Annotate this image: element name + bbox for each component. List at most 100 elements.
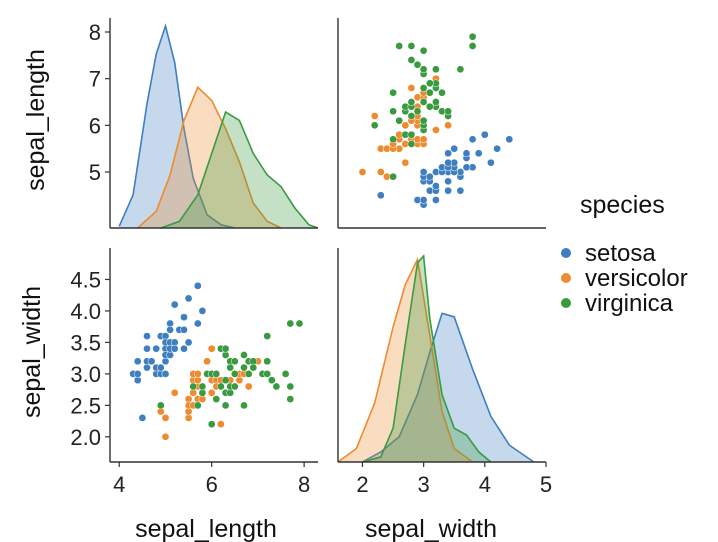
point-virginica (156, 401, 165, 410)
point-versicolor (358, 168, 367, 176)
point-setosa (432, 196, 440, 204)
point-versicolor (432, 126, 440, 134)
point-setosa (166, 325, 174, 334)
point-setosa (432, 182, 440, 190)
y-tick-label: 3.0 (70, 362, 101, 387)
point-virginica (468, 32, 477, 41)
panel-sepal_length-vs-sepal_width (358, 32, 514, 209)
point-virginica (230, 357, 239, 366)
x-tick-label: 6 (206, 472, 218, 497)
panel-sepal_width-vs-sepal_width (337, 254, 535, 463)
y-tick-label: 7 (89, 67, 101, 92)
point-setosa (152, 344, 161, 353)
legend-label-virginica: virginica (585, 290, 674, 317)
point-virginica (407, 140, 416, 148)
kde-line-versicolor-sepal_length (137, 85, 282, 229)
y-tick-label: 4.0 (70, 299, 101, 324)
point-virginica (263, 370, 272, 378)
kde-fill-virginica-sepal_length (160, 112, 318, 228)
point-virginica (212, 370, 221, 378)
point-virginica (407, 112, 416, 120)
point-versicolor (401, 121, 410, 130)
point-versicolor (217, 420, 225, 429)
point-versicolor (401, 158, 410, 167)
point-setosa (193, 281, 202, 290)
point-virginica (407, 98, 416, 106)
x-tick-label: 5 (540, 472, 552, 497)
panel-sepal_width-vs-sepal_length (129, 281, 304, 441)
y-axis-title-sepal-width: sepal_width (18, 286, 46, 418)
point-virginica (207, 420, 216, 429)
x-tick-label: 4 (479, 472, 491, 497)
point-setosa (143, 332, 151, 340)
point-virginica (240, 351, 248, 359)
y-tick-label: 5 (89, 160, 101, 185)
point-virginica (419, 46, 428, 55)
point-versicolor (376, 168, 385, 176)
point-versicolor (419, 135, 428, 144)
y-tick-label: 4.5 (70, 267, 101, 292)
point-setosa (184, 294, 193, 303)
point-virginica (189, 382, 198, 391)
point-virginica (389, 107, 397, 116)
point-setosa (180, 313, 188, 322)
point-virginica (425, 102, 434, 111)
point-setosa (462, 149, 471, 158)
point-setosa (193, 319, 202, 328)
point-virginica (389, 88, 397, 97)
legend-marker-virginica (561, 298, 571, 308)
panel-sepal_length-vs-sepal_length (118, 23, 319, 229)
point-virginica (286, 382, 295, 391)
point-virginica (407, 56, 416, 64)
point-virginica (295, 319, 304, 328)
point-versicolor (407, 84, 416, 92)
point-virginica (389, 135, 397, 144)
kde-line-virginica-sepal_width (362, 254, 492, 463)
point-setosa (444, 186, 452, 195)
point-setosa (444, 149, 452, 158)
point-virginica (389, 172, 397, 181)
point-virginica (395, 116, 404, 125)
kde-fill-versicolor-sepal_length (137, 87, 281, 228)
point-setosa (419, 168, 428, 176)
point-virginica (413, 60, 422, 69)
point-virginica (468, 42, 477, 50)
point-setosa (462, 163, 471, 172)
point-virginica (419, 98, 428, 106)
point-virginica (221, 401, 230, 410)
point-setosa (493, 144, 501, 153)
point-virginica (244, 370, 253, 378)
x-tick-label: 3 (418, 472, 430, 497)
point-virginica (221, 376, 230, 385)
point-virginica (212, 395, 221, 403)
point-virginica (407, 42, 416, 50)
point-versicolor (244, 382, 253, 391)
point-virginica (425, 79, 434, 88)
point-virginica (432, 98, 440, 106)
point-virginica (272, 382, 281, 391)
panel-layer (118, 23, 535, 463)
kde-line-setosa-sepal_width (362, 312, 535, 463)
point-virginica (432, 65, 440, 74)
legend-marker-setosa (561, 248, 571, 258)
point-virginica (281, 370, 290, 378)
kde-line-setosa-sepal_length (118, 23, 235, 229)
point-virginica (425, 88, 434, 97)
legend-label-setosa: setosa (585, 240, 656, 267)
point-virginica (230, 382, 239, 391)
point-setosa (138, 414, 147, 422)
legend: species setosa versicolor virginica (561, 191, 688, 317)
point-versicolor (193, 370, 202, 378)
point-setosa (376, 191, 385, 200)
point-virginica (444, 107, 452, 116)
point-setosa (180, 344, 188, 353)
point-versicolor (161, 414, 170, 422)
point-versicolor (444, 121, 452, 130)
x-axis-title-sepal-width: sepal_width (365, 515, 497, 542)
point-setosa (468, 135, 477, 144)
y-tick-label: 3.5 (70, 330, 101, 355)
y-axis-title-sepal-length: sepal_length (22, 49, 50, 191)
point-virginica (419, 84, 428, 92)
legend-title: species (580, 191, 665, 219)
point-virginica (221, 344, 230, 353)
